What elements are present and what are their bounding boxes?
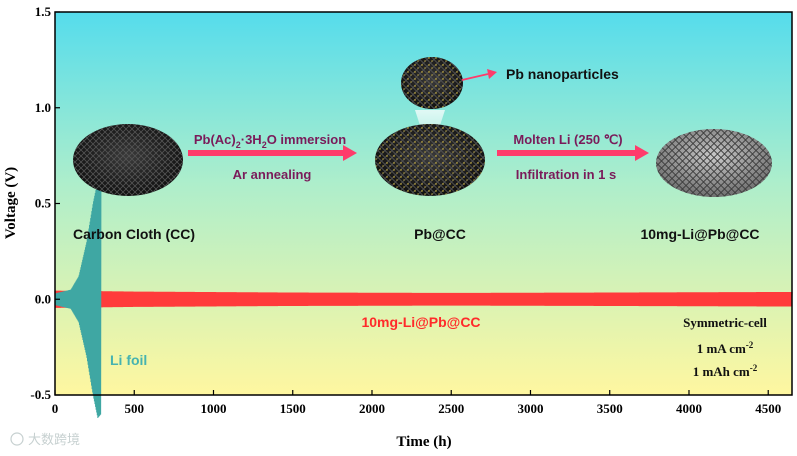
x-tick-label: 2000	[359, 401, 385, 416]
pb-nanoparticle-zoom-illustration	[401, 57, 463, 109]
step2-arrow	[497, 145, 649, 161]
symmetric-cell-label: Symmetric-cell	[683, 315, 767, 330]
carbon-cloth-illustration	[73, 124, 183, 196]
x-tick-label: 2500	[438, 401, 464, 416]
y-tick-label: 1.0	[35, 100, 51, 115]
pb-cc-label: Pb@CC	[414, 226, 466, 242]
watermark: 大数跨境	[10, 432, 80, 448]
step2-line1: Molten Li (250 ℃)	[513, 132, 622, 147]
step1-arrow	[188, 145, 357, 161]
x-tick-label: 3500	[597, 401, 623, 416]
x-axis-title: Time (h)	[396, 434, 451, 450]
series-li-foil	[54, 180, 102, 418]
series-li-pb-cc	[54, 290, 793, 308]
li-pb-cc-label: 10mg-Li@Pb@CC	[640, 226, 759, 242]
x-tick-label: 0	[52, 401, 59, 416]
x-axis-ticks: 0 500 1000 1500 2000 2500 3000 3500 4000 4500	[52, 390, 781, 416]
y-axis-title: Voltage (V)	[3, 167, 19, 239]
step1-line1: Pb(Ac)2·3H2O immersion	[194, 132, 346, 150]
capacity-label: 1 mAh cm-2	[693, 363, 758, 379]
x-tick-label: 3000	[517, 401, 543, 416]
carbon-cloth-label: Carbon Cloth (CC)	[73, 226, 195, 242]
y-tick-label: -0.5	[30, 387, 51, 402]
y-tick-label: 0.5	[35, 196, 52, 211]
series-label-li-pb-cc: 10mg-Li@Pb@CC	[361, 314, 480, 330]
nanoparticle-pointer-arrow	[461, 69, 497, 81]
step2-line2: Infiltration in 1 s	[516, 167, 616, 182]
watermark-text: 大数跨境	[28, 433, 80, 448]
series-layer	[54, 180, 793, 418]
step1-line2: Ar annealing	[233, 167, 312, 182]
current-density-label: 1 mA cm-2	[697, 340, 754, 356]
watermark-logo-icon	[10, 432, 24, 446]
li-pb-cc-illustration	[656, 129, 772, 197]
x-tick-label: 1500	[280, 401, 306, 416]
series-label-li-foil: Li foil	[110, 352, 147, 368]
y-tick-label: 1.5	[35, 4, 52, 19]
pb-cc-illustration	[375, 110, 485, 196]
y-axis-ticks: -0.5 0.0 0.5 1.0 1.5	[30, 4, 60, 402]
x-tick-label: 500	[124, 401, 144, 416]
x-tick-label: 1000	[200, 401, 226, 416]
y-tick-label: 0.0	[35, 291, 51, 306]
series-line	[54, 290, 793, 308]
x-tick-label: 4500	[755, 401, 781, 416]
pb-nanoparticles-label: Pb nanoparticles	[506, 66, 619, 82]
series-line	[54, 180, 102, 418]
x-tick-label: 4000	[676, 401, 702, 416]
